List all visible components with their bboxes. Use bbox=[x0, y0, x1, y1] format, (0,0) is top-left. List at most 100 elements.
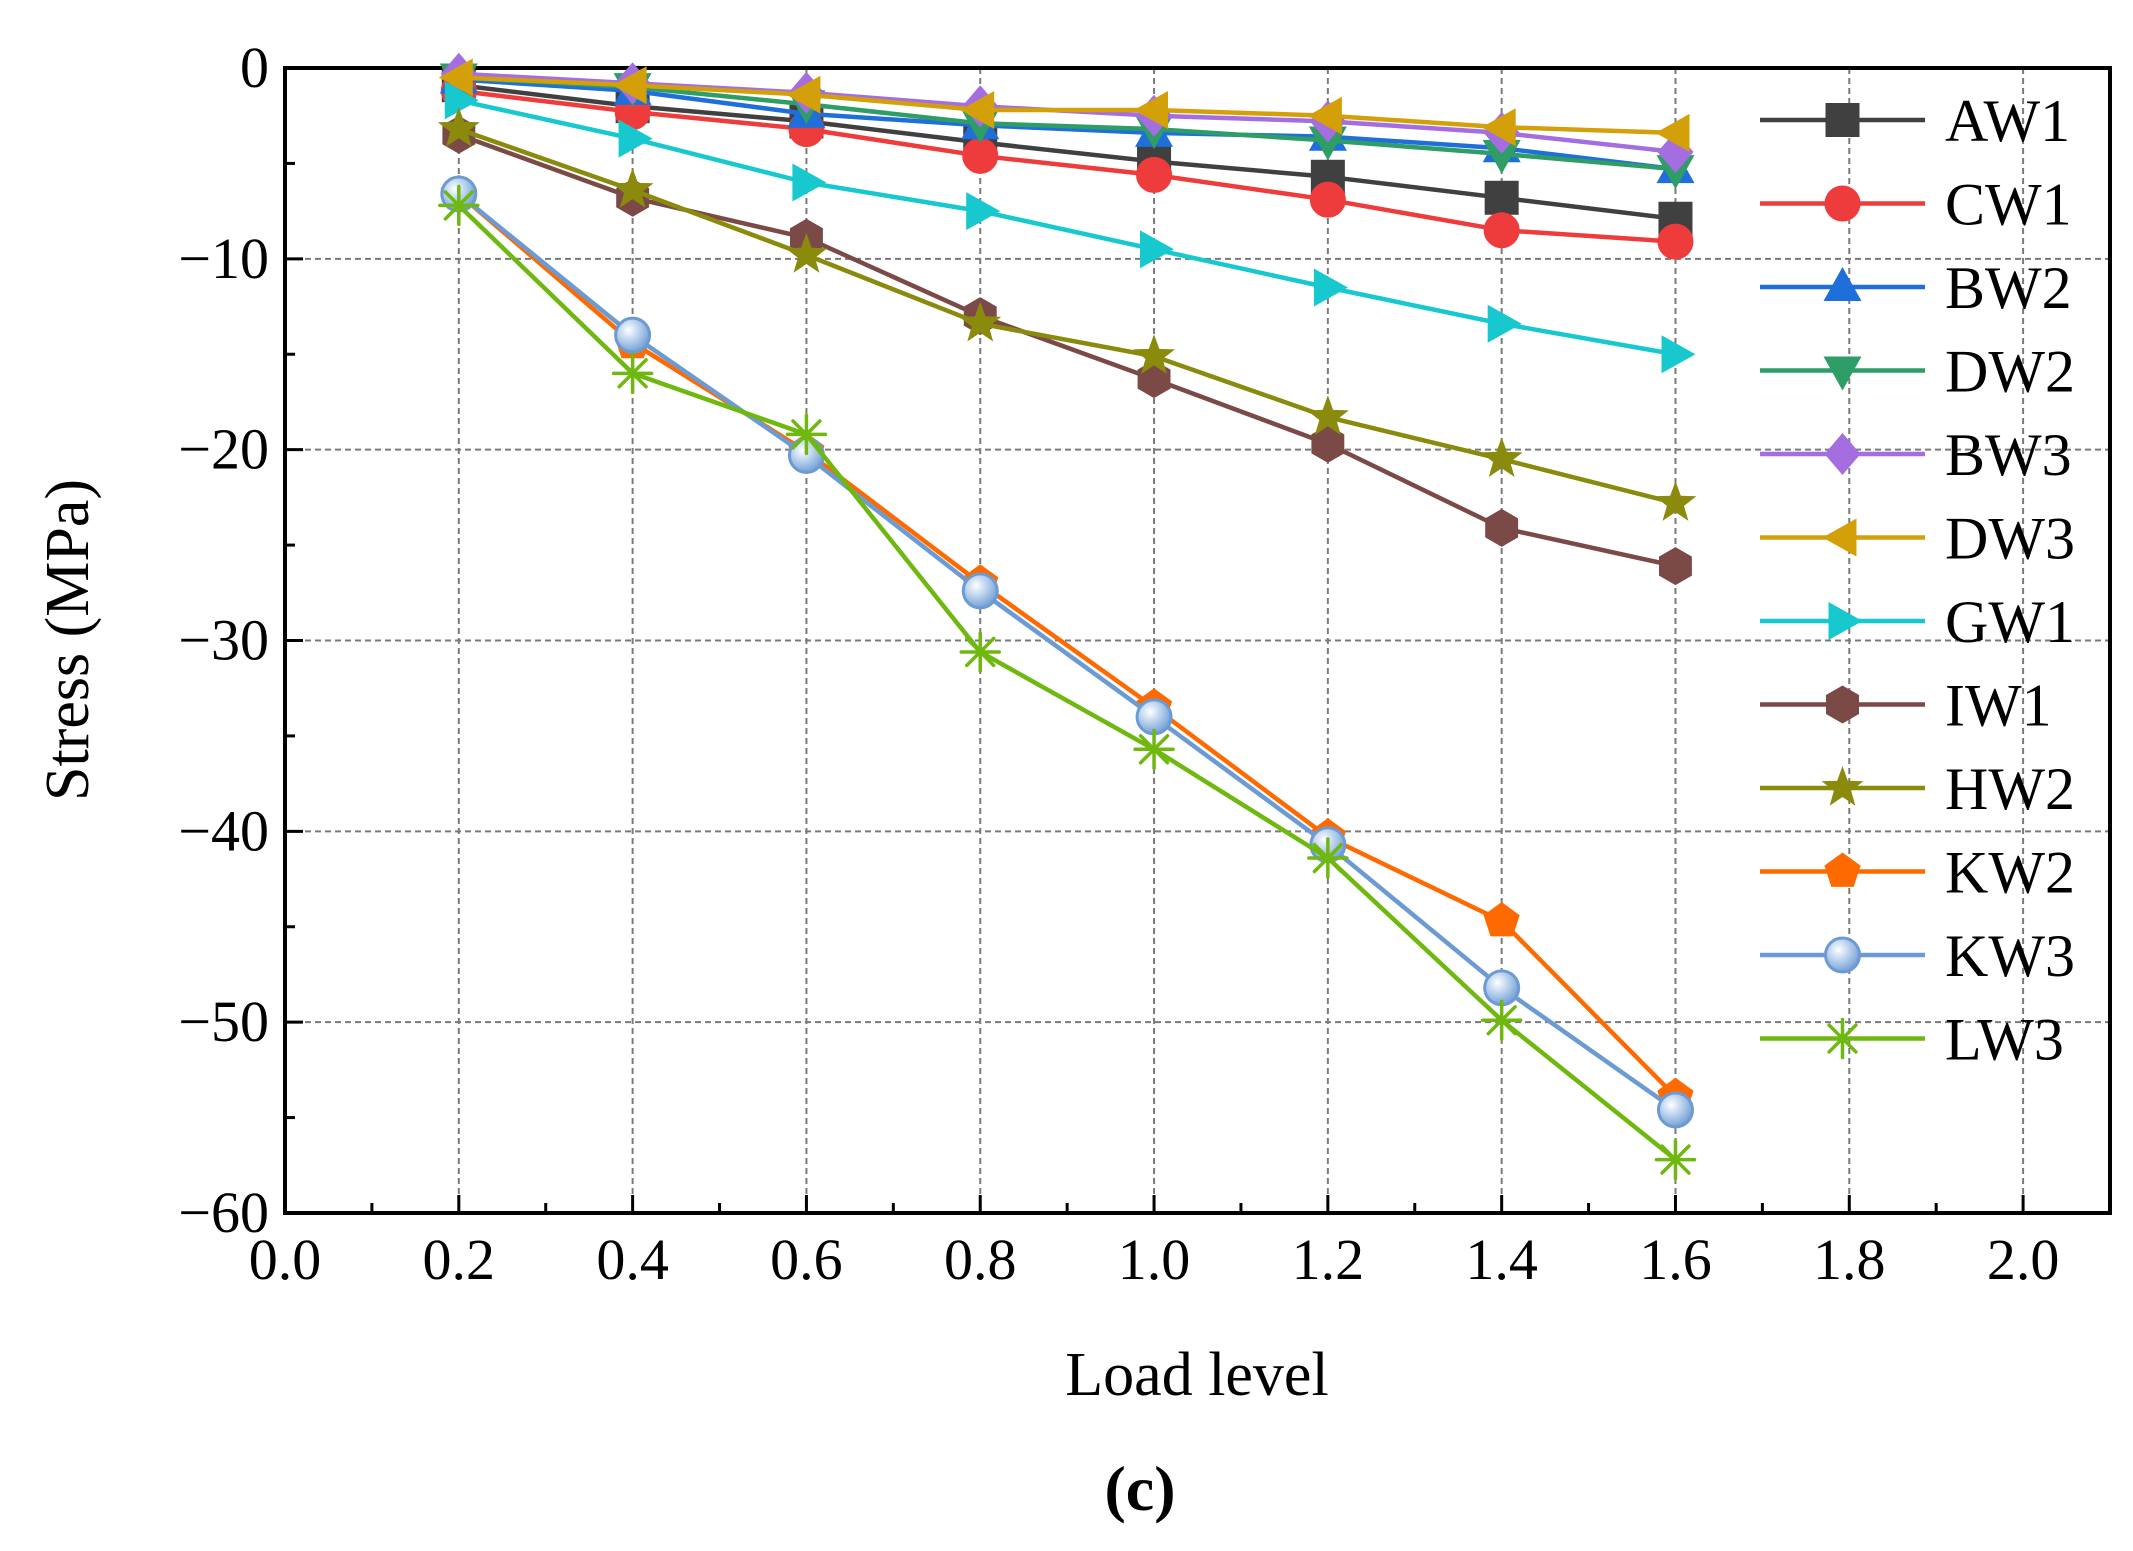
data-point-kw3 bbox=[1656, 1091, 1694, 1129]
data-point-cw1 bbox=[962, 137, 999, 174]
legend-entry-gw1: GW1 bbox=[1760, 589, 2075, 655]
data-point-hw2 bbox=[611, 168, 654, 208]
data-point-hw2 bbox=[1306, 395, 1349, 435]
legend-marker-kw3 bbox=[1824, 936, 1861, 974]
x-tick-label: 0.0 bbox=[249, 1227, 322, 1292]
legend-marker-dw2 bbox=[1823, 356, 1862, 391]
data-series bbox=[437, 52, 1697, 1181]
data-point-iw1 bbox=[1485, 508, 1519, 547]
y-axis-title: Stress (MPa) bbox=[34, 479, 102, 801]
data-point-gw1 bbox=[1487, 304, 1522, 343]
legend-marker-aw1 bbox=[1825, 103, 1860, 137]
series-line-gw1 bbox=[458, 98, 1676, 357]
data-point-gw1 bbox=[618, 119, 653, 158]
data-point-hw2 bbox=[959, 301, 1002, 342]
data-point-hw2 bbox=[785, 233, 828, 273]
data-point-lw3 bbox=[1654, 1138, 1697, 1181]
data-point-gw1 bbox=[1140, 230, 1174, 269]
x-tick-label: 1.0 bbox=[1118, 1227, 1191, 1292]
data-point-kw2 bbox=[1483, 902, 1520, 937]
legend-label-cw1: CW1 bbox=[1945, 172, 2072, 238]
data-point-cw1 bbox=[1136, 156, 1173, 193]
legend-label-iw1: IW1 bbox=[1945, 673, 2052, 739]
data-point-lw3 bbox=[1307, 837, 1349, 879]
axis-ticks: 0.0 0.2 0.4 0.6 0.8 1.0 1.2 1.4 1.6 1.8 2.0 0 −10 −20… bbox=[178, 35, 2059, 1292]
data-point-lw3 bbox=[1133, 728, 1175, 771]
legend-marker-bw3 bbox=[1824, 433, 1861, 475]
series-line-bw2 bbox=[458, 77, 1676, 172]
legend-label-kw2: KW2 bbox=[1945, 840, 2075, 906]
x-axis-title: Load level bbox=[1065, 1341, 1328, 1409]
data-point-dw2 bbox=[1308, 126, 1347, 161]
y-tick-label: −50 bbox=[178, 989, 269, 1054]
legend-label-lw3: LW3 bbox=[1945, 1007, 2064, 1073]
series-dw3 bbox=[438, 58, 1690, 152]
legend-entry-cw1: CW1 bbox=[1760, 172, 2072, 238]
figure-caption: (c) bbox=[1104, 1453, 1175, 1524]
legend-marker-bw2 bbox=[1823, 267, 1862, 301]
legend-marker-kw2 bbox=[1824, 852, 1861, 887]
data-point-cw1 bbox=[1309, 181, 1346, 218]
x-tick-label: 1.6 bbox=[1639, 1227, 1712, 1292]
series-gw1 bbox=[444, 81, 1696, 374]
series-line-kw2 bbox=[457, 192, 1678, 1099]
series-line-dw2 bbox=[458, 75, 1676, 172]
data-point-dw3 bbox=[1655, 113, 1690, 152]
data-point-hw2 bbox=[1133, 334, 1175, 374]
series-lw3 bbox=[438, 184, 1697, 1181]
data-point-dw3 bbox=[438, 58, 473, 97]
data-point-lw3 bbox=[438, 184, 480, 227]
data-point-dw3 bbox=[1307, 96, 1342, 135]
data-point-gw1 bbox=[792, 163, 827, 202]
series-line-hw2 bbox=[458, 126, 1677, 506]
legend-marker-cw1 bbox=[1824, 185, 1861, 222]
legend-label-aw1: AW1 bbox=[1945, 88, 2070, 154]
legend-marker-hw2 bbox=[1821, 766, 1864, 806]
legend-entry-iw1: IW1 bbox=[1760, 673, 2052, 739]
series-line-lw3 bbox=[457, 203, 1677, 1162]
data-point-iw1 bbox=[1137, 360, 1171, 399]
legend-entry-hw2: HW2 bbox=[1760, 756, 2075, 822]
legend-label-gw1: GW1 bbox=[1945, 589, 2075, 655]
data-point-lw3 bbox=[611, 352, 654, 395]
legend-label-bw3: BW3 bbox=[1945, 422, 2072, 488]
x-tick-label: 0.6 bbox=[770, 1227, 843, 1292]
y-tick-label: −60 bbox=[178, 1180, 269, 1245]
data-point-gw1 bbox=[966, 192, 1001, 231]
data-point-dw3 bbox=[960, 91, 995, 129]
data-point-dw2 bbox=[1482, 139, 1521, 174]
data-point-hw2 bbox=[437, 107, 480, 147]
legend-marker-dw3 bbox=[1822, 518, 1857, 557]
x-tick-label: 2.0 bbox=[1987, 1227, 2060, 1292]
x-tick-label: 0.2 bbox=[423, 1227, 496, 1292]
data-point-lw3 bbox=[785, 413, 828, 456]
data-point-lw3 bbox=[1480, 999, 1523, 1042]
legend-entry-kw3: KW3 bbox=[1760, 923, 2075, 989]
x-tick-label: 0.8 bbox=[944, 1227, 1017, 1292]
y-tick-label: −20 bbox=[178, 417, 269, 482]
data-point-dw3 bbox=[1481, 108, 1516, 147]
data-point-dw3 bbox=[612, 66, 647, 105]
legend-marker-lw3 bbox=[1821, 1017, 1864, 1060]
series-line-dw3 bbox=[458, 75, 1676, 136]
legend-entry-aw1: AW1 bbox=[1760, 88, 2070, 154]
series-line-aw1 bbox=[458, 82, 1676, 222]
data-point-dw3 bbox=[1134, 91, 1168, 129]
grid bbox=[285, 68, 2110, 1213]
legend-entry-bw2: BW2 bbox=[1760, 255, 2072, 321]
data-point-lw3 bbox=[959, 631, 1001, 673]
y-tick-label: 0 bbox=[240, 35, 269, 100]
data-point-kw3 bbox=[614, 316, 652, 354]
legend-label-kw3: KW3 bbox=[1945, 923, 2075, 989]
data-point-dw3 bbox=[786, 75, 821, 114]
x-tick-label: 1.4 bbox=[1465, 1227, 1538, 1292]
y-tick-label: −30 bbox=[178, 608, 269, 673]
legend-label-hw2: HW2 bbox=[1945, 756, 2075, 822]
series-hw2 bbox=[437, 107, 1697, 521]
series-line-kw3 bbox=[457, 192, 1677, 1112]
legend-entry-kw2: KW2 bbox=[1760, 840, 2075, 906]
legend-entry-lw3: LW3 bbox=[1760, 1007, 2064, 1073]
data-point-gw1 bbox=[1313, 268, 1348, 307]
data-point-cw1 bbox=[1483, 212, 1520, 249]
